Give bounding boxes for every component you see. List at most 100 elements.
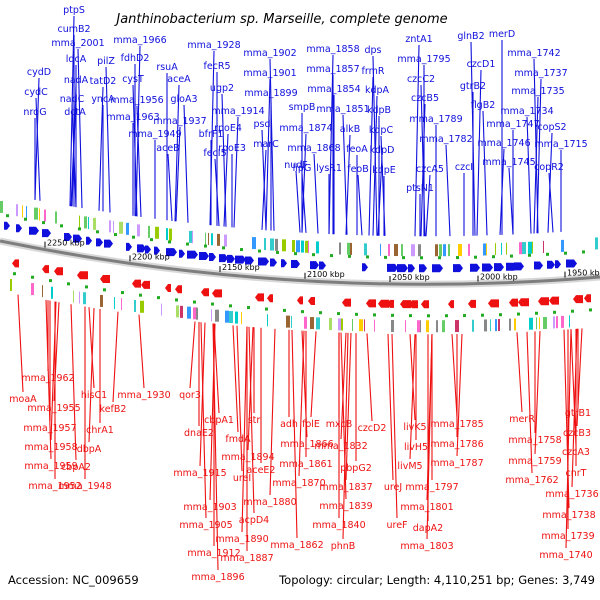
feature-block [401,244,403,257]
gene-label-forward: mma_1851 [316,104,369,115]
ring-marker [150,238,153,242]
gene-label-forward: mma_1963 [106,112,159,123]
gene-label-reverse: mma_1837 [319,482,372,493]
gene-arrow-reverse [518,298,529,307]
gene-arrow-reverse [267,294,273,303]
gene-label-reverse: dapA2 [413,523,443,534]
gene-leader-line [409,334,416,421]
gene-leader-line [342,332,349,540]
gene-label-forward: mma_1868 [287,143,340,154]
gene-label-reverse: cbpA2 [61,462,91,473]
feature-block [241,312,242,325]
feature-block [88,217,89,230]
feature-block [205,232,206,245]
gene-label-reverse: merR [509,414,535,425]
gene-arrow-forward [258,257,269,266]
gene-arrow-forward [270,258,277,267]
gene-label-forward: nudF [284,160,308,171]
gene-leader-line [340,332,347,440]
ring-marker [582,250,585,254]
gene-arrow-forward [64,233,72,242]
gene-label-reverse: ureI [233,473,251,484]
gene-label-forward: mma_1715 [534,139,587,150]
feature-block [595,237,598,250]
gene-arrow-reverse [448,300,454,309]
gene-label-reverse: mxcB [326,419,352,430]
feature-block [509,318,511,331]
ring-marker [330,254,333,258]
feature-block [225,310,229,323]
gene-label-reverse: ureJ [384,482,402,493]
feature-block [83,292,86,305]
gene-leader-line [70,117,76,207]
feature-block [42,285,43,298]
feature-block [448,244,450,257]
gene-arrow-reverse [42,265,49,274]
gene-arrow-reverse [378,299,389,308]
gene-arrow-reverse [573,295,583,304]
feature-block [180,305,183,318]
feature-block [495,319,497,332]
feature-block [347,242,350,255]
gene-label-reverse: mma_1896 [191,572,244,583]
accession-text: Accession: NC_009659 [8,573,139,587]
gene-arrow-forward [29,226,39,235]
gene-arrow-reverse [488,299,499,308]
gene-arrow-reverse [468,299,476,308]
feature-block [316,241,319,254]
gene-arrow-forward [245,256,254,265]
feature-block [217,233,220,246]
feature-block [519,242,523,255]
gene-arrow-reverse [12,259,19,268]
gene-label-reverse: mma_1839 [319,501,372,512]
feature-block [529,317,533,330]
gene-label-forward: zntA1 [405,34,432,45]
gene-arrow-forward [482,263,493,272]
gene-leader-line [269,58,275,231]
gene-arrow-forward [547,260,555,269]
feature-block [439,244,442,257]
feature-block [418,244,421,257]
gene-label-forward: czcD1 [467,59,496,70]
feature-block [490,319,491,332]
gene-leader-line [576,328,583,427]
gene-leader-line [261,149,267,230]
gene-label-forward: ptsN1 [406,183,434,194]
feature-block [329,318,332,331]
ring-marker [553,310,556,314]
feature-block [275,238,278,251]
gene-arrow-forward [514,262,524,271]
ring-marker [481,313,484,317]
gene-label-forward: gtrB2 [460,81,486,92]
gene-leader-line [328,54,334,235]
feature-block [211,233,213,246]
feature-block [380,243,381,256]
gene-label-forward: mma_1902 [243,48,296,59]
feature-block [561,315,564,328]
gene-label-reverse: mma_1861 [279,459,332,470]
gene-leader-line [499,148,505,235]
gene-arrow-forward [494,263,504,272]
feature-block [229,311,233,324]
gene-arrow-forward [4,221,10,230]
gene-leader-line [183,104,189,223]
feature-block [553,316,555,329]
feature-block [359,319,363,332]
feature-block [569,315,570,328]
map-title: Janthinobacterium sp. Marseille, complet… [113,12,447,27]
gene-leader-line [420,103,426,237]
ring-marker [571,309,574,313]
feature-block [514,318,516,331]
ring-marker [60,224,63,228]
feature-block [556,316,558,329]
gene-leader-line [77,48,83,209]
gene-label-reverse: mma_1905 [179,520,232,531]
gene-label-reverse: mma_1903 [183,502,236,513]
ring-marker [312,253,315,257]
gene-label-reverse: mma_1894 [221,452,274,463]
gene-leader-line [548,172,554,233]
gene-leader-line [248,326,255,514]
gene-label-reverse: mma_1955 [27,403,80,414]
gene-label-forward: kdpB [367,105,391,116]
gene-label-forward: mma_1899 [244,88,297,99]
